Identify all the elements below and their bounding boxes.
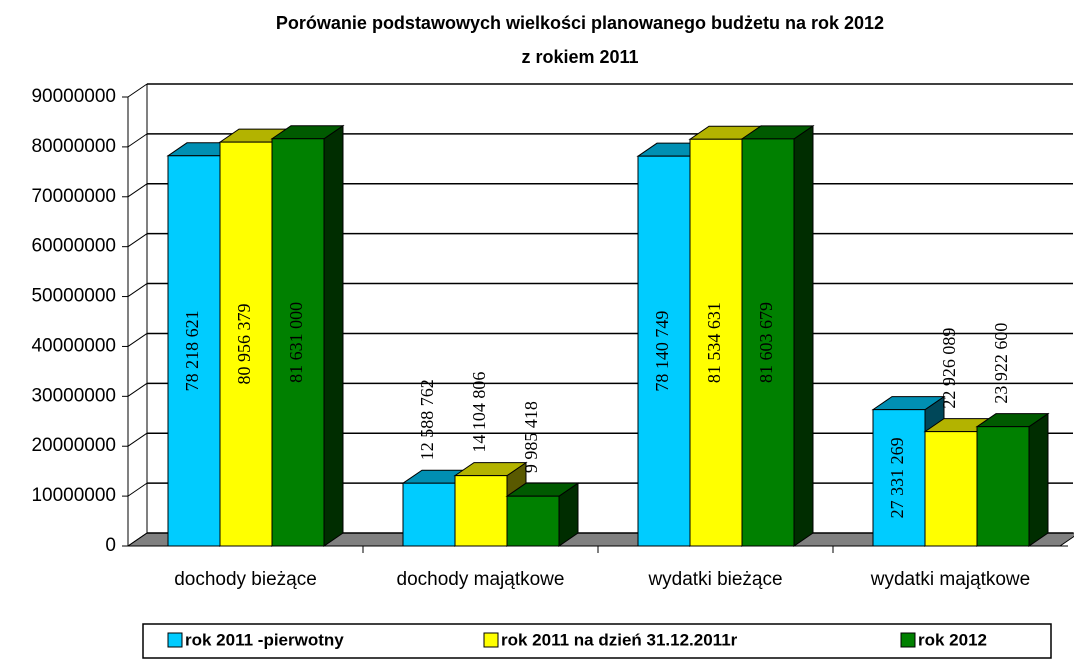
bar [402,482,456,547]
y-tick-label: 90000000 [31,86,116,107]
legend-label: rok 2011 na dzień 31.12.2011r [501,630,738,649]
legend-swatch [900,632,916,648]
value-label: 78 218 621 [182,310,202,391]
value-label: 80 956 379 [234,304,254,385]
y-tick-label: 30000000 [31,385,116,406]
value-label: 12 588 762 [417,379,437,460]
y-tick-label: 70000000 [31,186,116,207]
legend-label: rok 2012 [918,630,987,649]
bar-side [323,124,344,547]
value-label: 81 534 631 [704,302,724,383]
grid-line [127,133,148,148]
grid-line [127,532,148,547]
bar [976,426,1030,547]
value-label: 27 331 269 [887,437,907,518]
legend-swatch [167,632,183,648]
value-label: 22 926 089 [939,328,959,409]
y-tick-label: 80000000 [31,136,116,157]
grid-line [127,183,148,198]
y-tick-label: 40000000 [31,335,116,356]
x-tick-label: wydatki bieżące [647,569,782,590]
chart-title: Porówanie podstawowych wielkości planowa… [276,13,884,33]
value-label: 9 985 418 [521,401,541,473]
bar [741,138,795,547]
bar [506,495,560,547]
legend-swatch [483,632,499,648]
x-tick-label: dochody bieżące [174,569,317,590]
x-tick-label: dochody majątkowe [397,569,565,590]
legend-box [142,623,1052,659]
grid-line [127,283,148,297]
y-tick-label: 60000000 [31,236,116,257]
y-tick-label: 20000000 [31,435,116,456]
y-tick-label: 0 [105,535,116,556]
chart-title: z rokiem 2011 [521,47,638,67]
bar [167,155,221,547]
value-label: 14 104 806 [469,372,489,453]
y-tick-label: 10000000 [31,485,116,506]
grid-line [127,83,148,98]
bar [872,409,926,547]
bar-side [793,124,814,547]
x-tick-label: wydatki majątkowe [870,569,1030,590]
bar [219,141,273,547]
grid-line [127,382,148,397]
value-label: 81 631 000 [286,302,306,383]
bar [637,155,691,547]
grid-line [127,482,148,497]
bar [924,431,978,547]
grid-line [127,333,148,347]
bar-side [1028,412,1049,547]
value-label: 78 140 749 [652,311,672,392]
y-tick-label: 50000000 [31,286,116,307]
bar [271,138,325,547]
legend-label: rok 2011 -pierwotny [185,630,344,649]
bar [454,475,508,547]
value-label: 81 603 679 [756,302,776,383]
grid-line [127,233,148,248]
bar [689,138,743,547]
grid-line [127,432,148,447]
value-label: 23 922 600 [991,323,1011,404]
